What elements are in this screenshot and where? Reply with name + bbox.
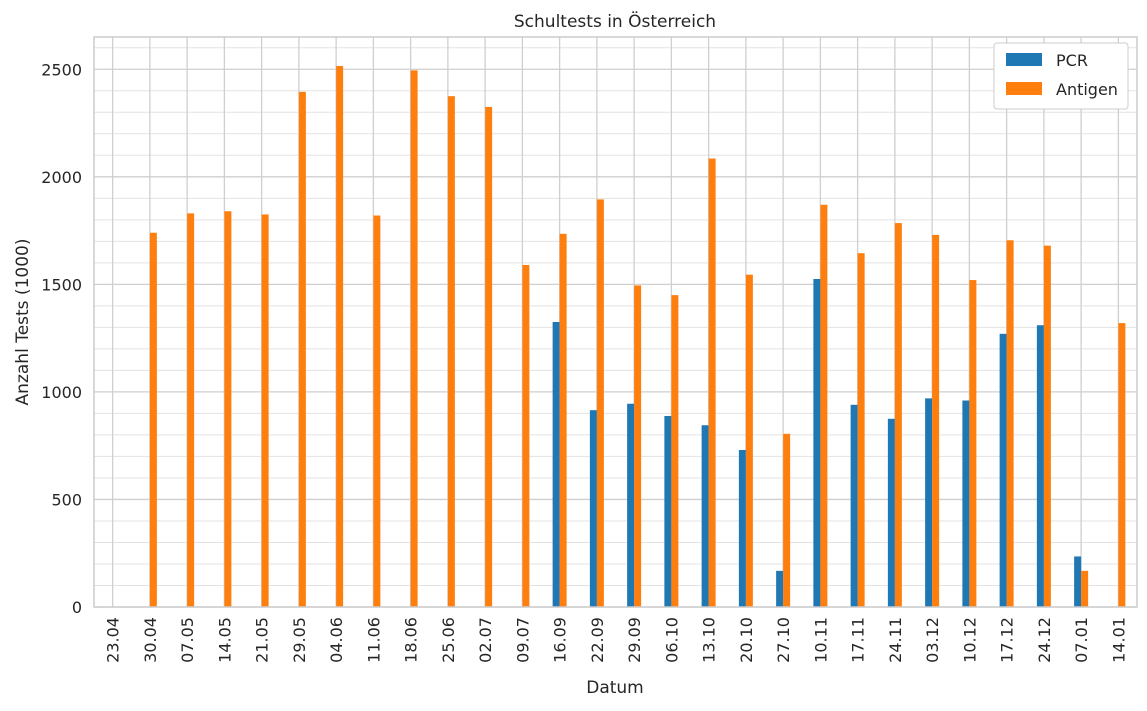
x-tick-label: 16.09: [551, 617, 570, 663]
bar-pcr-10.12: [962, 400, 970, 607]
bar-pcr-29.09: [627, 403, 635, 607]
chart-title: Schultests in Österreich: [514, 10, 716, 32]
y-axis-label: Anzahl Tests (1000): [13, 239, 33, 406]
bar-antigen-30.04: [149, 232, 157, 608]
x-tick-label: 07.01: [1072, 617, 1091, 663]
legend-swatch-pcr: [1006, 53, 1042, 66]
bar-antigen-24.11: [894, 223, 902, 607]
bar-antigen-21.05: [261, 214, 269, 608]
y-tick-label: 2000: [41, 168, 82, 187]
bar-pcr-07.01: [1074, 556, 1082, 607]
x-tick-label: 14.01: [1109, 617, 1128, 663]
legend: PCR Antigen: [993, 42, 1129, 110]
bar-antigen-02.07: [485, 106, 493, 607]
bar-pcr-22.09: [589, 410, 597, 607]
bar-antigen-20.10: [745, 274, 753, 607]
bar-antigen-04.06: [336, 66, 344, 608]
y-tick-label: 0: [72, 598, 82, 617]
bar-antigen-29.05: [298, 91, 306, 607]
bar-antigen-06.10: [671, 295, 679, 607]
bar-antigen-27.10: [783, 433, 791, 607]
bar-antigen-09.07: [522, 265, 530, 607]
x-tick-label: 22.09: [588, 617, 607, 663]
x-tick-label: 04.06: [327, 617, 346, 663]
bar-antigen-22.09: [596, 199, 604, 607]
bar-pcr-17.12: [999, 333, 1007, 607]
bar-antigen-07.01: [1081, 570, 1089, 607]
x-tick-label: 17.12: [998, 617, 1017, 663]
bar-pcr-03.12: [925, 398, 933, 607]
bar-antigen-24.12: [1043, 245, 1051, 607]
y-tick-label: 2500: [41, 60, 82, 79]
bar-antigen-17.11: [857, 253, 865, 608]
x-tick-label: 18.06: [402, 617, 421, 663]
y-tick-labels: 0 500 1000 1500 2000 2500: [41, 60, 82, 617]
bar-pcr-17.11: [850, 404, 858, 607]
bar-pcr-27.10: [776, 570, 784, 607]
x-tick-label: 07.05: [178, 617, 197, 663]
x-tick-label: 13.10: [700, 617, 719, 663]
x-tick-label: 29.05: [290, 617, 309, 663]
x-tick-label: 24.11: [886, 617, 905, 663]
x-tick-label: 30.04: [141, 617, 160, 663]
x-tick-label: 06.10: [662, 617, 681, 663]
x-axis-label: Datum: [586, 678, 644, 698]
bar-antigen-10.11: [820, 204, 828, 607]
x-tick-label: 23.04: [104, 617, 123, 663]
grid-lines: [94, 37, 1137, 608]
x-tick-label: 03.12: [923, 617, 942, 663]
x-tick-label: 20.10: [737, 617, 756, 663]
bar-antigen-03.12: [932, 234, 940, 608]
bar-antigen-11.06: [373, 215, 381, 607]
y-tick-label: 1500: [41, 275, 82, 294]
x-tick-label: 10.11: [811, 617, 830, 663]
bars: [149, 66, 1126, 608]
x-tick-label: 25.06: [439, 617, 458, 663]
bar-antigen-16.09: [559, 233, 567, 607]
bar-antigen-17.12: [1006, 240, 1014, 607]
bar-antigen-25.06: [447, 96, 455, 607]
bar-pcr-24.12: [1036, 325, 1044, 607]
x-tick-labels: 23.04 30.04 07.05 14.05 21.05 29.05 04.06 11.06…: [104, 617, 1129, 663]
x-tick-label: 27.10: [774, 617, 793, 663]
legend-swatch-antigen: [1006, 82, 1042, 95]
x-tick-label: 24.12: [1035, 617, 1054, 663]
bar-pcr-06.10: [664, 415, 672, 607]
bar-antigen-14.05: [224, 211, 232, 607]
x-tick-label: 02.07: [476, 617, 495, 663]
x-tick-label: 10.12: [960, 617, 979, 663]
bar-antigen-18.06: [410, 70, 418, 608]
bar-antigen-29.09: [634, 285, 642, 607]
x-tick-label: 14.05: [215, 617, 234, 663]
bar-antigen-10.12: [969, 280, 977, 607]
x-tick-label: 21.05: [253, 617, 272, 663]
bar-antigen-13.10: [708, 158, 716, 607]
x-tick-label: 29.09: [625, 617, 644, 663]
x-tick-label: 17.11: [849, 617, 868, 663]
bar-pcr-10.11: [813, 278, 821, 607]
x-tick-label: 11.06: [364, 617, 383, 663]
legend-label-antigen: Antigen: [1056, 80, 1118, 99]
y-tick-label: 500: [51, 490, 82, 509]
y-tick-label: 1000: [41, 383, 82, 402]
bar-pcr-20.10: [738, 449, 746, 607]
bar-pcr-13.10: [701, 425, 709, 607]
x-tick-label: 09.07: [513, 617, 532, 663]
plot-frame: [93, 36, 1138, 608]
bar-pcr-24.11: [887, 418, 895, 607]
legend-label-pcr: PCR: [1056, 51, 1088, 70]
bar-antigen-14.01: [1118, 323, 1126, 607]
bar-pcr-16.09: [552, 322, 560, 607]
axes-frame: [93, 36, 1138, 608]
bar-antigen-07.05: [187, 213, 195, 607]
